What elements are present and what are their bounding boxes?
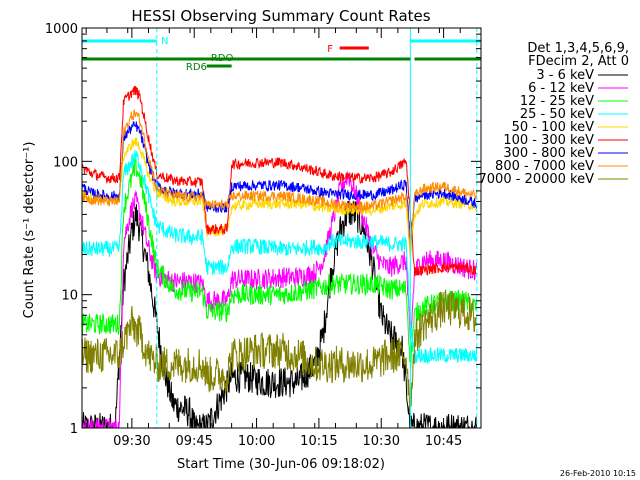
legend-label-6-12-kev: 6 - 12 keV (528, 81, 594, 96)
plot-area: N RD6 RDO F 1 10 100 1000 09:30 09:45 10:00 10:15 10… (45, 22, 482, 449)
plot-frame (81, 27, 482, 429)
y-tick-label-1: 1 (70, 422, 78, 437)
y-axis-label: Count Rate (s⁻¹ detector⁻¹) (22, 142, 37, 319)
legend-header-2: FDecim 2, Att 0 (528, 54, 629, 69)
legend-label-7000-20000-kev: 7000 - 20000 keV (479, 172, 595, 187)
x-tick-label-1015: 10:15 (300, 434, 337, 449)
x-tick-label-1045: 10:45 (425, 434, 462, 449)
x-tick-label-0930: 09:30 (113, 434, 150, 449)
x-tick-label-1000: 10:00 (238, 434, 275, 449)
y-tick-label-100: 100 (53, 155, 78, 170)
legend-label-50-100-kev: 50 - 100 keV (512, 120, 595, 135)
chart-title: HESSI Observing Summary Count Rates (131, 7, 430, 25)
flag-label-n: N (161, 36, 168, 47)
x-axis-label: Start Time (30-Jun-06 09:18:02) (177, 457, 385, 472)
flag-label-rd6: RD6 (186, 62, 207, 73)
flag-label-rdo: RDO (211, 53, 234, 64)
y-tick-label-1000: 1000 (45, 22, 78, 37)
legend-label-800-7000-kev: 800 - 7000 keV (495, 159, 594, 174)
legend-label-3-6-kev: 3 - 6 keV (536, 68, 594, 83)
footer-date: 26-Feb-2010 10:15 (560, 469, 636, 478)
legend-label-300-800-kev: 300 - 800 keV (503, 146, 594, 161)
flag-label-f: F (327, 44, 333, 55)
legend-header-1: Det 1,3,4,5,6,9, (527, 41, 629, 56)
y-tick-label-10: 10 (61, 289, 78, 304)
legend-label-100-300-kev: 100 - 300 keV (503, 133, 594, 148)
x-tick-label-1030: 10:30 (363, 434, 400, 449)
x-tick-label-0945: 09:45 (175, 434, 212, 449)
legend-label-12-25-kev: 12 - 25 keV (520, 94, 594, 109)
legend: Det 1,3,4,5,6,9,FDecim 2, Att 03 - 6 keV… (479, 41, 629, 187)
legend-label-25-50-kev: 25 - 50 keV (520, 107, 594, 122)
